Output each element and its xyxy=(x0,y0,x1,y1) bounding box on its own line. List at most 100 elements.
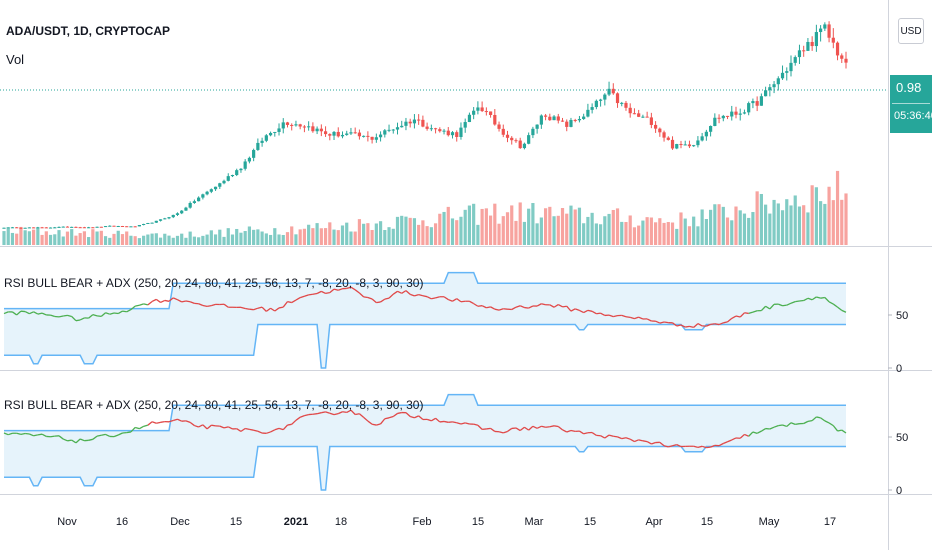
candle-body xyxy=(543,115,548,117)
volume-bar xyxy=(315,223,319,245)
rsi-line xyxy=(583,309,589,314)
rsi-line xyxy=(240,427,246,432)
rsi-line xyxy=(194,424,199,428)
rsi-line xyxy=(519,305,525,309)
volume-bar xyxy=(150,233,154,245)
rsi-line xyxy=(710,444,716,448)
rsi-line xyxy=(392,290,398,295)
volume-bar xyxy=(243,231,247,245)
volume-bar xyxy=(649,217,653,245)
rsi-line xyxy=(820,417,826,422)
volume-bar xyxy=(40,234,44,245)
rsi-line xyxy=(261,306,267,312)
rsi-line xyxy=(50,314,55,318)
rsi-line xyxy=(723,321,728,324)
rsi-line xyxy=(655,320,661,324)
volume-bar xyxy=(510,205,514,245)
rsi-line xyxy=(122,310,127,313)
volume-bar xyxy=(632,227,637,245)
volume-bar xyxy=(713,204,717,245)
volume-bar xyxy=(307,224,311,245)
candle-body xyxy=(632,113,637,115)
candle-body xyxy=(400,125,404,128)
volume-bar xyxy=(192,236,197,245)
candle-body xyxy=(163,218,167,220)
rsi-line xyxy=(338,288,343,291)
volume-bar xyxy=(433,223,438,245)
volume-bar xyxy=(158,237,163,245)
volume-bar xyxy=(675,228,679,245)
candle-body xyxy=(302,126,307,128)
rsi-line xyxy=(672,322,678,327)
rsi-line xyxy=(376,301,381,304)
candle-body xyxy=(315,128,319,132)
rsi-line xyxy=(189,301,195,304)
rsi-line xyxy=(75,438,81,444)
rsi-line xyxy=(354,289,360,294)
candle-body xyxy=(378,134,383,138)
candle-body xyxy=(116,226,120,228)
candle-body xyxy=(23,227,27,229)
volume-bar xyxy=(218,229,222,245)
rsi-line xyxy=(486,306,491,309)
rsi-line xyxy=(130,427,136,433)
candle-body xyxy=(653,124,658,129)
symbol-title: ADA/USDT, 1D, CRYPTOCAP xyxy=(6,24,171,38)
volume-bar xyxy=(780,210,785,245)
volume-bar xyxy=(709,209,713,245)
rsi-line xyxy=(67,439,72,442)
volume-bar xyxy=(285,232,290,245)
rsi-line xyxy=(604,434,610,439)
indicator-title-1: RSI BULL BEAR + ADX (250, 20, 24, 80, 41… xyxy=(4,276,424,290)
candle-body xyxy=(336,131,340,137)
volume-bar xyxy=(247,226,252,245)
rsi-line xyxy=(257,306,263,309)
volume-bar xyxy=(480,208,484,245)
volume-bar xyxy=(264,233,268,245)
rsi-line xyxy=(181,300,187,303)
candle-body xyxy=(285,122,290,125)
volume-bar xyxy=(560,208,565,245)
volume-bar xyxy=(357,219,362,245)
rsi-line xyxy=(519,426,525,432)
rsi-line xyxy=(198,303,204,307)
rsi-line xyxy=(642,440,648,443)
x-axis-label: 15 xyxy=(472,516,484,528)
rsi-line xyxy=(321,411,326,414)
rsi-line xyxy=(574,308,580,312)
volume-bar xyxy=(188,231,192,245)
rsi-line xyxy=(67,314,72,318)
volume-bar xyxy=(91,229,95,245)
rsi-line xyxy=(426,418,432,422)
candle-body xyxy=(311,126,315,132)
rsi-lower-band xyxy=(4,323,846,369)
rsi-line xyxy=(173,418,178,422)
rsi-line xyxy=(744,433,749,437)
volume-bar xyxy=(19,226,23,245)
rsi-line xyxy=(151,298,157,303)
rsi-line xyxy=(113,434,119,438)
candle-body xyxy=(57,226,61,228)
x-axis-label: Apr xyxy=(645,516,662,528)
rsi-line xyxy=(312,413,318,415)
rsi-line xyxy=(29,433,34,437)
candle-body xyxy=(243,161,247,169)
rsi-line xyxy=(316,412,322,415)
volume-bar xyxy=(590,212,594,245)
candle-body xyxy=(628,107,632,114)
candle-body xyxy=(425,126,429,129)
volume-bar xyxy=(442,211,446,245)
rsi-line xyxy=(803,420,809,425)
volume-bar xyxy=(768,213,772,245)
volume-bar xyxy=(586,216,590,245)
candle-body xyxy=(751,101,755,104)
currency-button[interactable]: USD xyxy=(898,18,924,44)
candle-body xyxy=(637,113,641,117)
volume-bar xyxy=(44,231,48,245)
candle-body xyxy=(577,118,582,121)
rsi-line xyxy=(96,434,102,437)
candle-body xyxy=(357,132,362,137)
candle-body xyxy=(103,226,108,228)
volume-bar xyxy=(802,205,806,245)
